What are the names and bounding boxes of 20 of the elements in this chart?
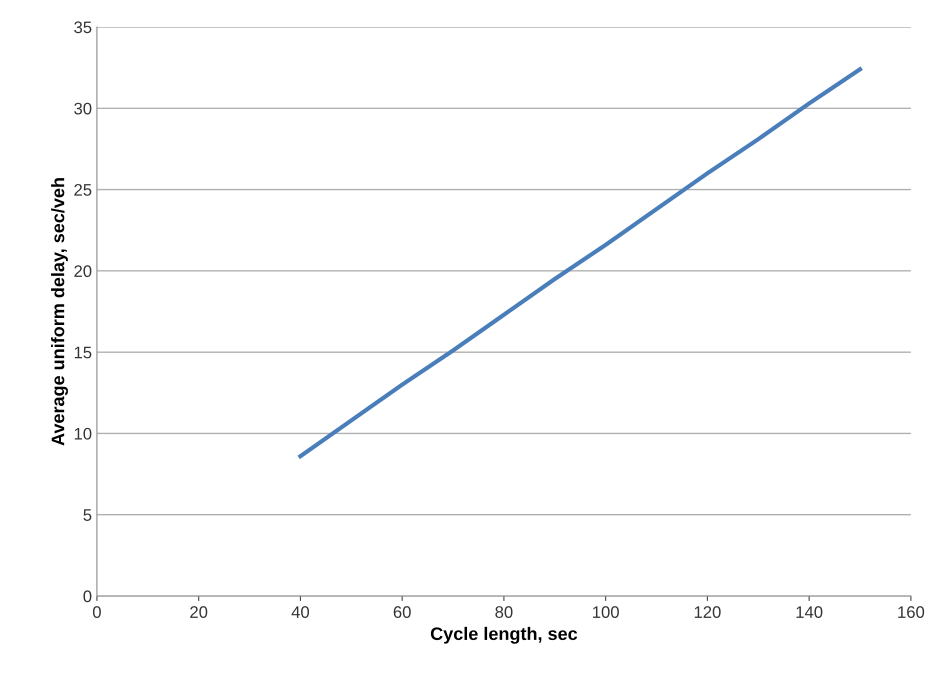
- y-tick-label: 30: [74, 102, 92, 114]
- y-tick-label: 35: [74, 21, 92, 34]
- x-tick-label: 100: [593, 606, 619, 618]
- x-tick-label: 160: [898, 606, 924, 618]
- x-tick-label: 20: [190, 606, 208, 618]
- y-tick-label: 10: [74, 428, 92, 440]
- x-tick-label: 40: [292, 606, 310, 618]
- y-tick-label: 5: [83, 509, 92, 521]
- y-tick-label: 20: [74, 265, 92, 278]
- line-series: [298, 67, 862, 458]
- x-tick-label: 0: [92, 606, 101, 618]
- y-tick-label: 0: [83, 590, 92, 602]
- y-tick-label: 25: [74, 184, 92, 196]
- x-tick-label: 60: [394, 606, 411, 618]
- x-axis-title: Cycle length, sec: [430, 626, 578, 644]
- y-tick-label: 15: [74, 346, 92, 358]
- x-tick-label: 140: [796, 606, 822, 618]
- y-axis-title: Average uniform delay, sec/veh: [51, 178, 68, 446]
- x-tick-label: 80: [495, 606, 513, 618]
- x-tick-label: 120: [694, 606, 721, 618]
